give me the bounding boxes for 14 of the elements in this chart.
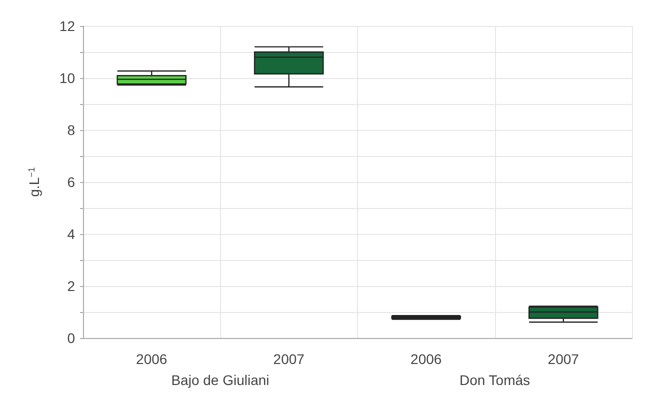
y-tick-label: 6	[67, 174, 76, 190]
x-tick-label: 2007	[273, 351, 305, 367]
x-tick-label: 2006	[410, 351, 442, 367]
y-tick-label: 12	[59, 18, 76, 34]
y-axis-title: g.L−1	[26, 167, 42, 197]
text: Bajo de Giuliani	[171, 372, 270, 388]
text: Don Tomás	[459, 372, 530, 388]
x-tick-label: 2006	[136, 351, 168, 367]
y-tick-label: 0	[67, 330, 76, 346]
x-tick-label: 2007	[548, 351, 580, 367]
y-tick-label: 8	[67, 122, 76, 138]
y-tick-label: 10	[59, 70, 76, 86]
y-tick-label: 4	[67, 226, 76, 242]
y-tick-label: 2	[67, 278, 76, 294]
